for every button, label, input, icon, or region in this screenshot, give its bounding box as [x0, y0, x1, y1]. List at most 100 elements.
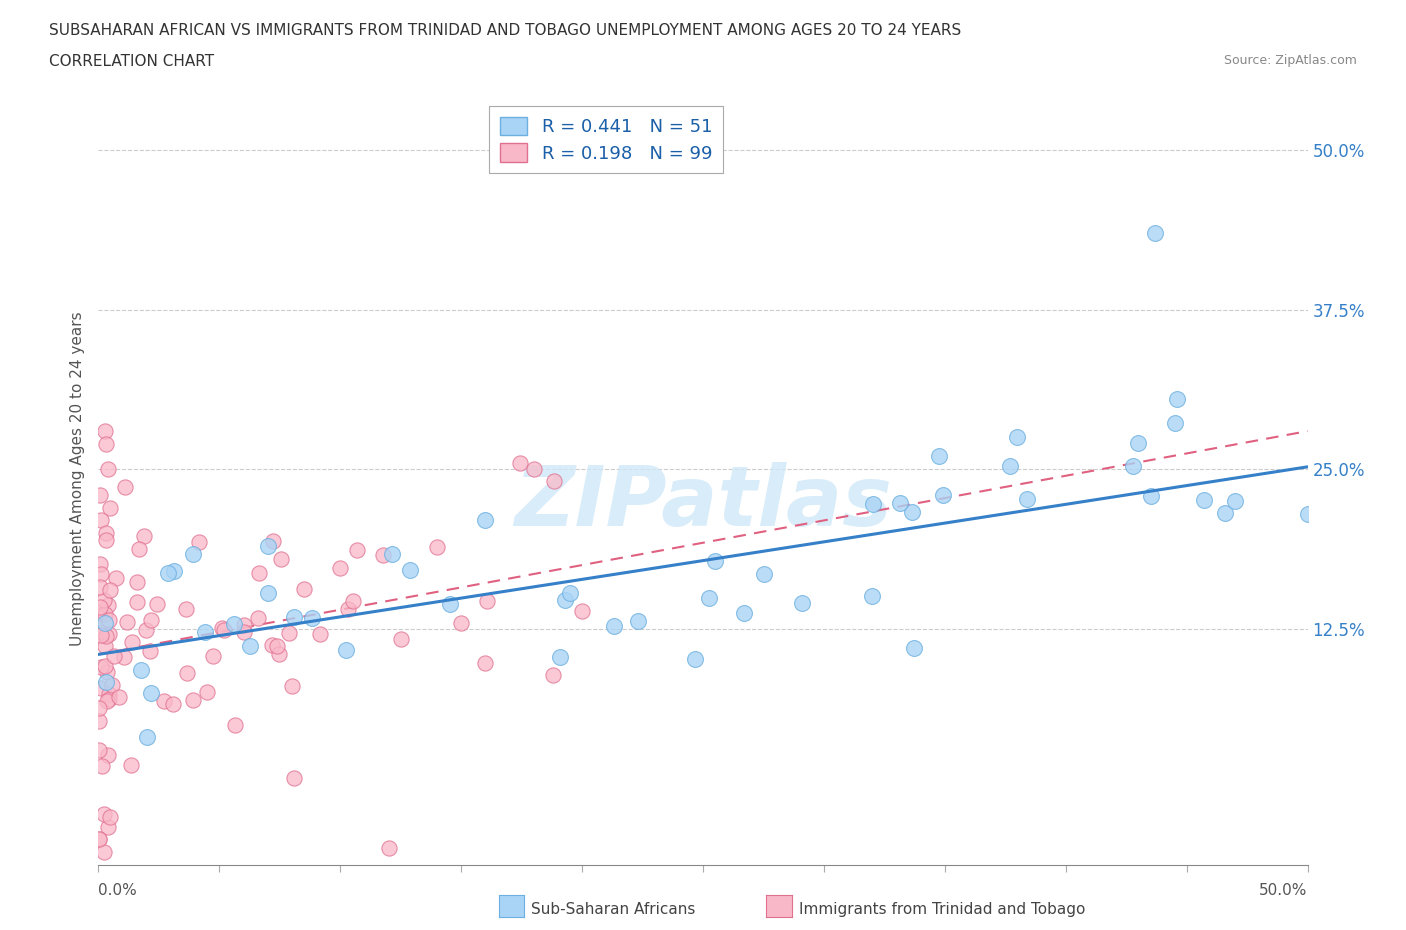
Point: [98, 612, 121, 627]
Point: [474, 656, 496, 671]
Point: [439, 597, 461, 612]
Point: [283, 770, 305, 785]
Point: [94, 639, 117, 654]
Point: [267, 646, 290, 661]
Point: [426, 539, 449, 554]
Point: [928, 448, 950, 463]
Point: [101, 677, 124, 692]
Point: [96, 694, 118, 709]
Point: [1213, 505, 1236, 520]
Point: [94, 674, 117, 689]
Point: [121, 634, 143, 649]
Point: [281, 679, 304, 694]
Point: [163, 564, 186, 578]
Point: [211, 620, 233, 635]
Point: [571, 604, 593, 618]
Point: [135, 622, 157, 637]
Y-axis label: Unemployment Among Ages 20 to 24 years: Unemployment Among Ages 20 to 24 years: [70, 312, 86, 646]
Point: [1144, 226, 1167, 241]
Point: [89, 625, 111, 640]
Text: ZIPatlas: ZIPatlas: [515, 461, 891, 542]
Point: [998, 459, 1021, 474]
Point: [87, 832, 110, 847]
Point: [97, 598, 120, 613]
Point: [790, 596, 813, 611]
Point: [96, 665, 118, 680]
Point: [381, 547, 404, 562]
Point: [335, 643, 357, 658]
Point: [188, 535, 211, 550]
Point: [96, 525, 118, 540]
Point: [1007, 430, 1029, 445]
Point: [127, 595, 149, 610]
Point: [87, 832, 110, 847]
Point: [94, 658, 117, 673]
Point: [103, 648, 125, 663]
Point: [1223, 493, 1246, 508]
Point: [89, 487, 111, 502]
Point: [247, 565, 270, 580]
Point: [90, 566, 112, 581]
Point: [1164, 416, 1187, 431]
Point: [377, 841, 399, 856]
Legend: R = 0.441   N = 51, R = 0.198   N = 99: R = 0.441 N = 51, R = 0.198 N = 99: [489, 106, 723, 174]
Point: [329, 561, 352, 576]
Point: [450, 616, 472, 631]
Point: [94, 607, 117, 622]
Point: [146, 597, 169, 612]
Point: [697, 591, 720, 605]
Point: [93, 844, 115, 859]
Point: [224, 718, 246, 733]
Point: [266, 639, 288, 654]
Point: [135, 730, 157, 745]
Point: [262, 534, 284, 549]
Point: [346, 543, 368, 558]
Point: [931, 488, 953, 503]
Point: [89, 607, 111, 622]
Text: CORRELATION CHART: CORRELATION CHART: [49, 54, 214, 69]
Point: [1192, 492, 1215, 507]
Point: [90, 759, 112, 774]
Point: [87, 742, 110, 757]
Point: [94, 424, 117, 439]
Point: [141, 612, 163, 627]
Point: [181, 547, 204, 562]
Point: [541, 668, 564, 683]
Point: [97, 819, 120, 834]
Point: [89, 556, 111, 571]
Point: [94, 616, 117, 631]
Point: [127, 575, 149, 590]
Point: [157, 566, 180, 581]
Point: [120, 758, 142, 773]
Point: [278, 625, 301, 640]
Point: [202, 648, 225, 663]
Point: [214, 622, 236, 637]
Point: [523, 462, 546, 477]
Point: [342, 594, 364, 609]
Point: [89, 580, 111, 595]
Point: [1166, 392, 1188, 406]
Point: [256, 585, 278, 600]
Point: [475, 593, 498, 608]
Point: [104, 570, 127, 585]
Point: [162, 697, 184, 711]
Point: [153, 693, 176, 708]
Point: [98, 692, 121, 707]
Point: [174, 602, 197, 617]
Point: [889, 496, 911, 511]
Text: Source: ZipAtlas.com: Source: ZipAtlas.com: [1223, 54, 1357, 67]
Point: [114, 480, 136, 495]
Point: [139, 644, 162, 658]
Point: [543, 474, 565, 489]
Point: [97, 462, 120, 477]
Point: [901, 505, 924, 520]
Text: 50.0%: 50.0%: [1260, 884, 1308, 898]
Point: [860, 589, 883, 604]
Point: [239, 639, 262, 654]
Point: [247, 611, 270, 626]
Point: [97, 748, 120, 763]
Point: [301, 611, 323, 626]
Point: [603, 618, 626, 633]
Point: [399, 563, 422, 578]
Point: [752, 566, 775, 581]
